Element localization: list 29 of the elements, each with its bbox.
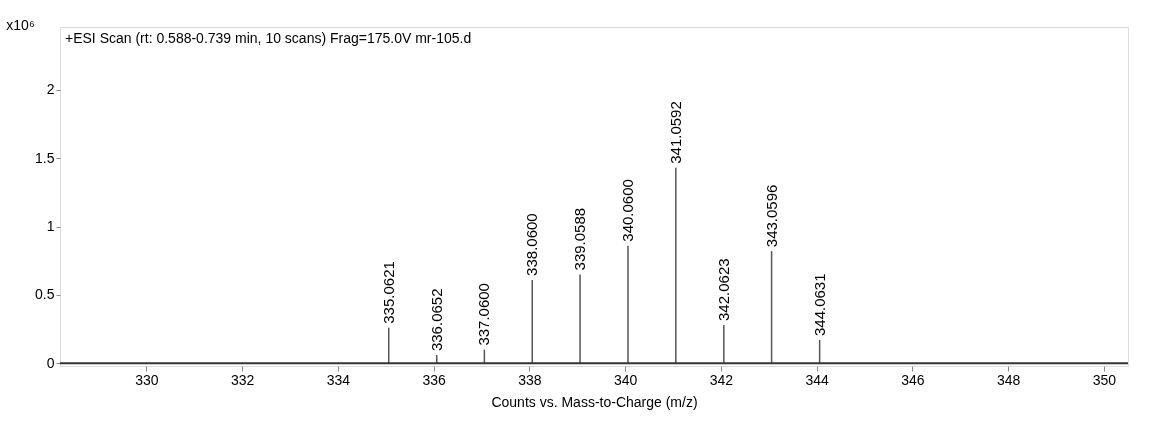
annotation: 340.0600 xyxy=(618,179,636,242)
x-tick-label: 340 xyxy=(613,371,638,388)
annotation: 343.0596 xyxy=(762,184,780,248)
annotation: 336.0652 xyxy=(427,288,445,352)
x-axis-title: Counts vs. Mass-to-Charge (m/z) xyxy=(491,393,698,410)
annotation: 338.0600 xyxy=(523,213,541,276)
x-tick-label: 344 xyxy=(805,371,829,388)
x-tick-label: 334 xyxy=(326,371,351,388)
y-tick-label: 0.5 xyxy=(35,286,55,303)
y-axis-title: x10⁶ xyxy=(6,16,35,33)
y-tick-label: 0 xyxy=(46,354,55,371)
x-tick-label: 348 xyxy=(996,371,1021,388)
y-tick-label: 1 xyxy=(46,218,55,235)
x-tick-label: 342 xyxy=(709,371,734,388)
x-tick-label: 336 xyxy=(422,371,447,388)
y-tick-label: 1.5 xyxy=(35,149,55,166)
annotation: 341.0592 xyxy=(666,101,684,164)
annotation: 337.0600 xyxy=(475,283,493,346)
annotation: 335.0621 xyxy=(379,261,397,324)
annotation: 339.0588 xyxy=(571,207,589,271)
x-tick-label: 332 xyxy=(230,371,255,388)
x-tick-label: 346 xyxy=(901,371,925,388)
annotation: 342.0623 xyxy=(714,258,732,321)
y-tick-label: 2 xyxy=(46,81,55,98)
x-tick-label: 330 xyxy=(135,371,159,388)
x-tick-label: 338 xyxy=(518,371,542,388)
annotation: 344.0631 xyxy=(810,273,828,337)
x-tick-label: 350 xyxy=(1092,371,1117,388)
chart-title: +ESI Scan (rt: 0.588-0.739 min, 10 scans) Frag=175.0V mr-105.d xyxy=(65,30,472,46)
